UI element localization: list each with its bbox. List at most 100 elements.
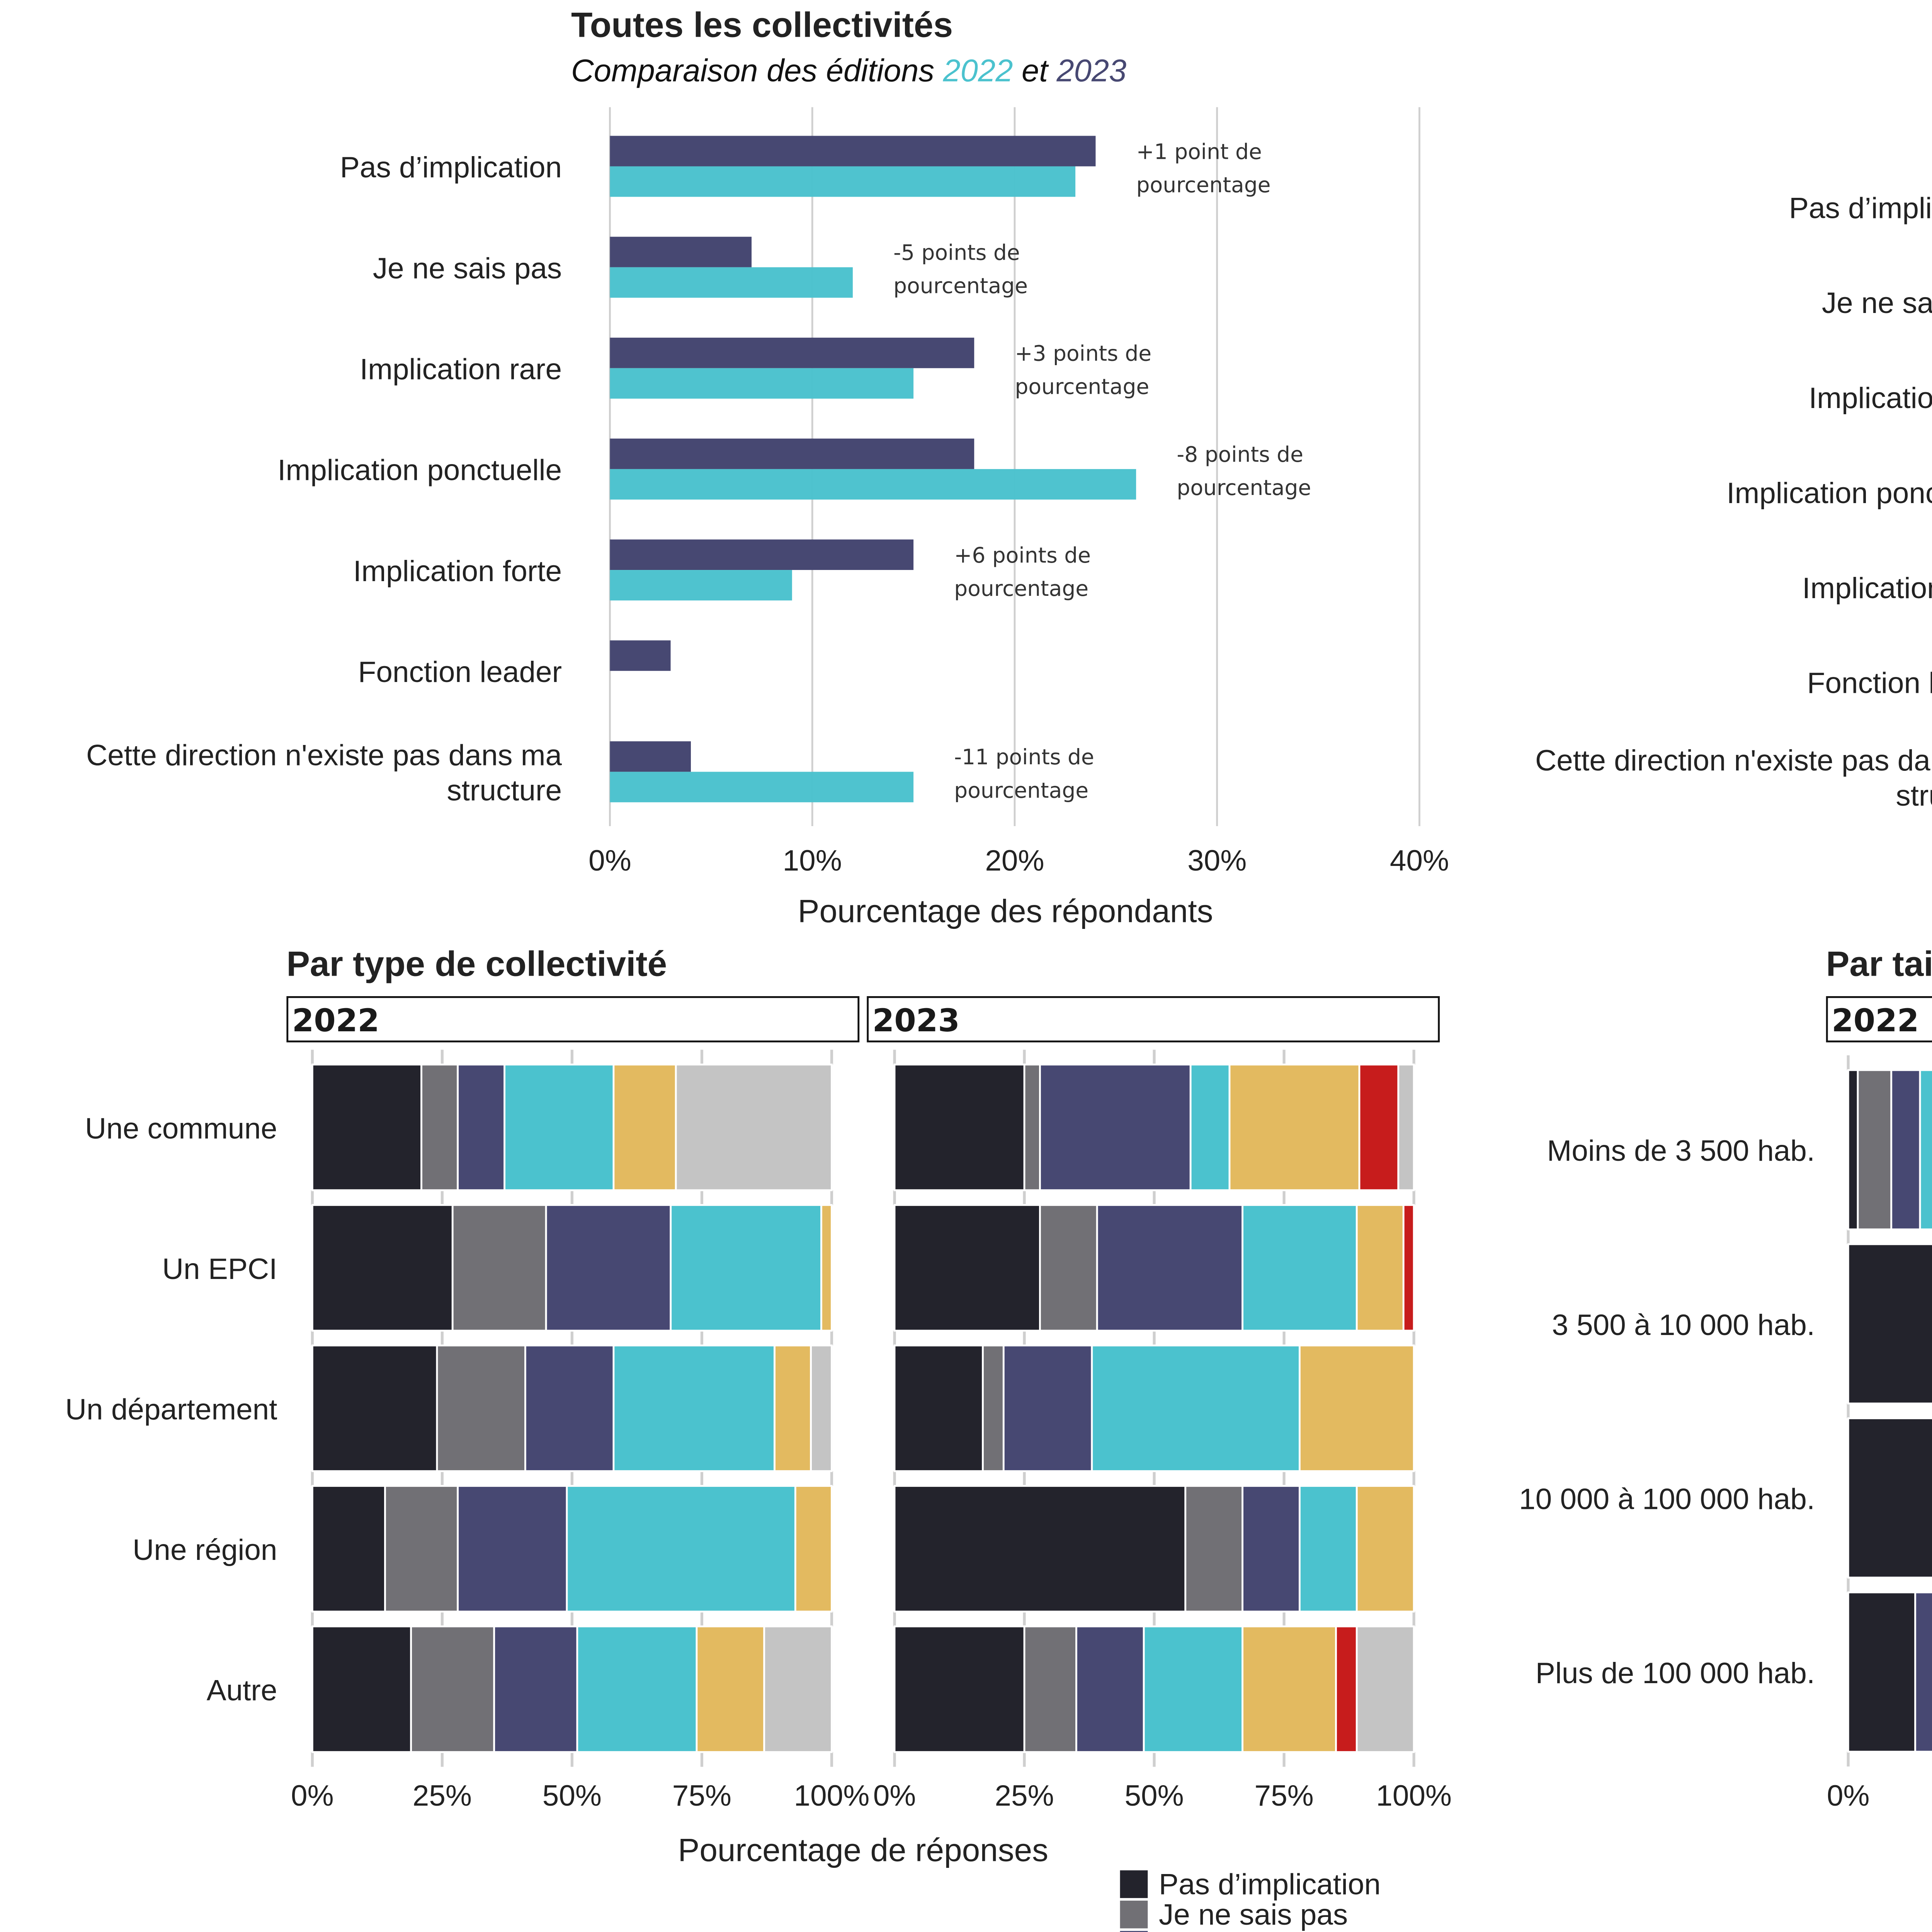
- x-tick-label: 0%: [291, 1779, 334, 1812]
- x-tick-label: 100%: [794, 1779, 870, 1812]
- x-tick-label: 75%: [1255, 1779, 1314, 1812]
- x-tick-label: 0%: [588, 844, 631, 877]
- subtitle-text: et: [1013, 53, 1056, 88]
- change-annotation: +3 points de: [1015, 341, 1151, 366]
- stacked-segment: [1023, 1063, 1041, 1191]
- category-label: Pas d’implication: [340, 151, 562, 184]
- change-annotation: pourcentage: [954, 576, 1088, 601]
- stacked-segment: [1039, 1204, 1098, 1332]
- legend-label: Implication rare: [1159, 1929, 1361, 1932]
- bar-2022: [610, 368, 914, 399]
- bar-2022: [610, 469, 1136, 500]
- stacked-segment: [311, 1625, 412, 1753]
- stacked-segment: [457, 1485, 568, 1613]
- category-label: Une commune: [85, 1112, 277, 1145]
- x-tick-label: 30%: [1187, 844, 1247, 877]
- stacked-segment: [1299, 1344, 1415, 1472]
- subtitle-year-2023: 2023: [1056, 53, 1126, 88]
- category-label: Cette direction n'existe pas dans ma: [1535, 744, 1932, 777]
- legend-swatch: [1120, 1870, 1148, 1898]
- category-label: Fonction leader: [358, 656, 562, 689]
- x-tick-label: 50%: [1125, 1779, 1184, 1812]
- stacked-segment: [1397, 1063, 1415, 1191]
- stacked-segment: [893, 1063, 1026, 1191]
- stacked-segment: [493, 1625, 578, 1753]
- stacked-segment: [457, 1063, 506, 1191]
- subtitle-year-2022: 2022: [943, 53, 1013, 88]
- bar-2023: [610, 640, 671, 671]
- stacked-segment: [524, 1344, 615, 1472]
- legend-label: Je ne sais pas: [1159, 1898, 1348, 1931]
- legend-swatch: [1120, 1931, 1148, 1932]
- stacked-segment: [1402, 1204, 1415, 1332]
- stacked-segment: [1919, 1069, 1932, 1231]
- stacked-segment: [451, 1204, 547, 1332]
- category-label: Implication ponctuelle: [277, 454, 562, 487]
- category-label: Implication rare: [1809, 382, 1932, 415]
- x-tick-label: 0%: [873, 1779, 916, 1812]
- change-annotation: +6 points de: [954, 543, 1091, 568]
- category-label: Je ne sais pas: [1822, 287, 1932, 320]
- stacked-segment: [566, 1485, 796, 1613]
- chart-subtitle: Comparaison des éditions 2022 et 2023: [571, 53, 1126, 88]
- stacked-segment: [1091, 1344, 1301, 1472]
- category-label: Pas d’implication: [1789, 192, 1932, 224]
- category-labels: Pas d’implication Je ne sais pas Implicati…: [1535, 192, 1932, 812]
- stacked-segment: [1335, 1625, 1358, 1753]
- stacked-segment: [1096, 1204, 1243, 1332]
- category-label: Implication forte: [1802, 572, 1932, 605]
- bar-2022: [610, 267, 853, 298]
- stacked-segment: [545, 1204, 672, 1332]
- category-labels: Moins de 3 500 hab. 3 500 à 10 000 hab. 10…: [1519, 1134, 1815, 1690]
- bar-2023: [610, 539, 914, 570]
- stacked-segment: [1355, 1485, 1415, 1613]
- change-annotation: +1 point de: [1136, 139, 1262, 164]
- category-label: Moins de 3 500 hab.: [1547, 1134, 1815, 1167]
- x-tick-labels: 0% 10% 20% 30% 40%: [588, 844, 1449, 877]
- stacked-segment: [1143, 1625, 1243, 1753]
- stacked-segment: [1228, 1063, 1361, 1191]
- chart-title: Toutes les collectivités: [571, 6, 953, 45]
- change-annotation: pourcentage: [1015, 374, 1149, 399]
- stacked-segment: [893, 1485, 1187, 1613]
- facet-strip-label: 2022: [292, 1003, 379, 1039]
- category-label: Fonction leader: [1807, 667, 1932, 700]
- category-label: Implication forte: [353, 555, 562, 588]
- stacked-segment: [1075, 1625, 1145, 1753]
- stacked-segment: [893, 1625, 1026, 1753]
- stacked-segment: [893, 1204, 1041, 1332]
- legend-label: Pas d’implication: [1159, 1868, 1381, 1901]
- change-annotation: pourcentage: [1136, 172, 1271, 197]
- bar-2023: [610, 439, 975, 469]
- stacked-segment: [810, 1344, 833, 1472]
- stacked-bars: [1847, 1069, 1932, 1753]
- category-label: Implication rare: [360, 353, 562, 386]
- stacked-segment: [384, 1485, 459, 1613]
- bar-2022: [610, 570, 792, 600]
- x-axis-label: Pourcentage de réponses: [678, 1832, 1048, 1868]
- category-label: Un EPCI: [162, 1253, 277, 1286]
- chart-title: Par type de collectivité: [286, 944, 667, 983]
- bars: [610, 136, 1136, 803]
- change-annotation: pourcentage: [893, 274, 1028, 298]
- stacked-segment: [311, 1063, 423, 1191]
- stacked-bars: [311, 1063, 1415, 1753]
- stacked-segment: [1023, 1625, 1077, 1753]
- stacked-segment: [1002, 1344, 1093, 1472]
- category-label: structure: [447, 774, 562, 807]
- x-tick-labels: 0%25%50%75%100%0%25%50%75%100%: [1827, 1779, 1870, 1812]
- stacked-segment: [612, 1063, 677, 1191]
- facet-strip-box: [286, 996, 860, 1043]
- category-labels: Pas d’implication Je ne sais pas Implicati…: [86, 151, 562, 807]
- stacked-segment: [1847, 1417, 1932, 1579]
- facet-strip-label: 2022: [1832, 1003, 1919, 1039]
- change-annotation: pourcentage: [954, 778, 1088, 803]
- stacked-segment: [1847, 1069, 1859, 1231]
- category-label: 10 000 à 100 000 hab.: [1519, 1483, 1815, 1515]
- chart-par-type: Par type de collectivité 2022 2023 Une c…: [65, 944, 1452, 1868]
- annotations: +1 point de pourcentage -5 points de pource…: [893, 139, 1311, 803]
- facet-strip-2023: 2023: [867, 996, 1440, 1043]
- x-tick-labels: 0%25%50%75%100%0%25%50%75%100%: [291, 1779, 1452, 1812]
